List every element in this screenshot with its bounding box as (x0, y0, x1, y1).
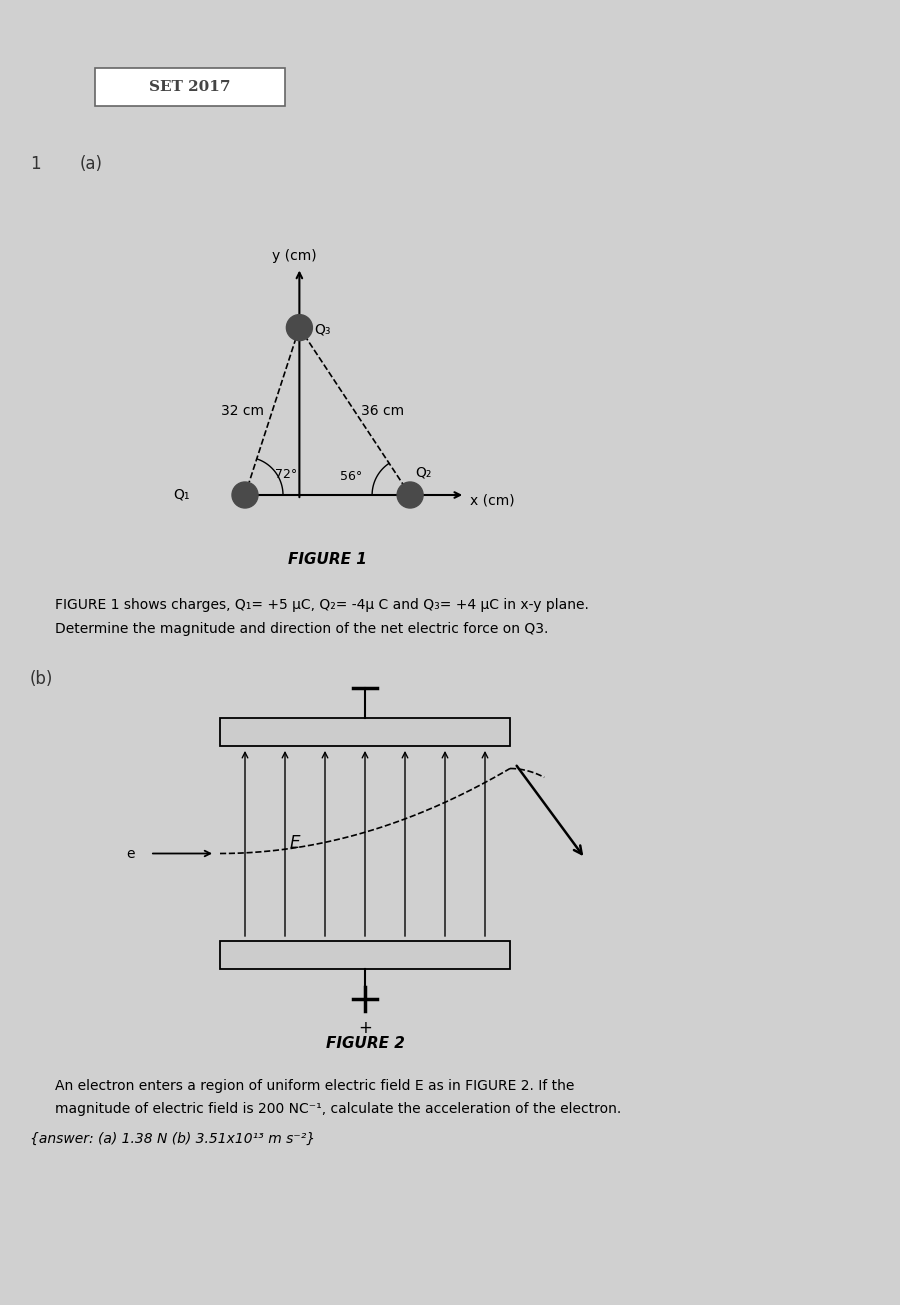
Circle shape (286, 315, 312, 341)
Text: 36 cm: 36 cm (361, 405, 404, 419)
Text: e: e (127, 847, 135, 860)
FancyBboxPatch shape (95, 68, 285, 106)
Text: y (cm): y (cm) (272, 249, 317, 262)
Bar (220, 941, 510, 970)
Text: 32 cm: 32 cm (220, 405, 264, 419)
Text: (a): (a) (80, 155, 103, 174)
Text: {answer: (a) 1.38 N (b) 3.51x10¹³ m s⁻²}: {answer: (a) 1.38 N (b) 3.51x10¹³ m s⁻²} (30, 1131, 315, 1146)
Text: Q₃: Q₃ (314, 322, 331, 337)
Circle shape (397, 482, 423, 508)
Text: (b): (b) (30, 669, 53, 688)
Text: magnitude of electric field is 200 NC⁻¹, calculate the acceleration of the elect: magnitude of electric field is 200 NC⁻¹,… (55, 1101, 621, 1116)
Text: x (cm): x (cm) (470, 493, 515, 508)
Text: Q₁: Q₁ (174, 488, 190, 502)
Text: FIGURE 1 shows charges, Q₁= +5 μC, Q₂= -4μ C and Q₃= +4 μC in x-y plane.: FIGURE 1 shows charges, Q₁= +5 μC, Q₂= -… (55, 598, 589, 612)
Text: E: E (290, 834, 301, 852)
Circle shape (232, 482, 258, 508)
Text: 56°: 56° (340, 471, 363, 483)
Text: FIGURE 2: FIGURE 2 (326, 1036, 404, 1052)
Bar (220, 718, 510, 746)
Text: FIGURE 1: FIGURE 1 (288, 552, 367, 568)
Text: Determine the magnitude and direction of the net electric force on Q3.: Determine the magnitude and direction of… (55, 622, 548, 636)
Text: SET 2017: SET 2017 (149, 80, 230, 94)
Text: 1: 1 (30, 155, 40, 174)
Text: +: + (358, 1019, 372, 1037)
Text: An electron enters a region of uniform electric field E as in FIGURE 2. If the: An electron enters a region of uniform e… (55, 1079, 574, 1094)
Text: Q₂: Q₂ (415, 466, 431, 480)
Text: 72°: 72° (275, 468, 297, 482)
